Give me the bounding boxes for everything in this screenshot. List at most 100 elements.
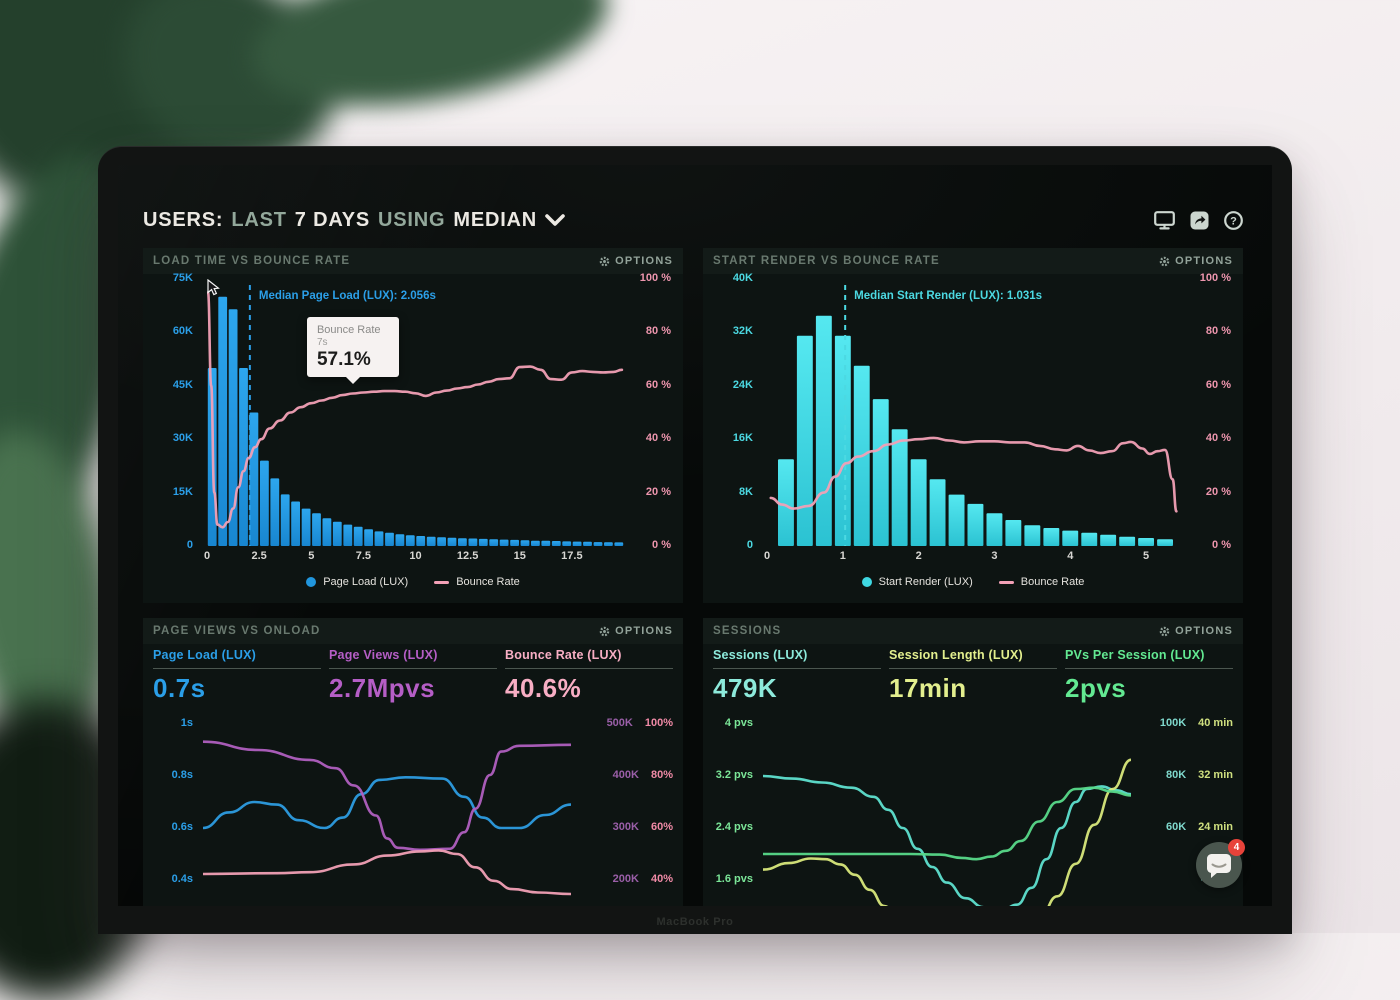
histogram-bar	[872, 399, 889, 546]
options-label: OPTIONS	[615, 625, 673, 637]
header-icons: ?	[1154, 210, 1243, 230]
histogram-bar	[520, 540, 530, 546]
metric-underline	[329, 668, 497, 669]
axis-tick-label: 32 min	[1198, 769, 1233, 781]
bar-line-chart-svg: Median Start Render (LUX): 1.031s	[769, 285, 1178, 546]
title-part: 7 DAYS	[294, 208, 371, 231]
histogram-bar	[478, 538, 488, 546]
line-chart-svg	[203, 740, 571, 896]
axis-tick-label: 1	[839, 550, 846, 562]
metric-value: 2pvs	[1065, 673, 1127, 703]
axis-tick-label: 10	[409, 550, 422, 562]
legend: Start Render (LUX) Bounce Rate	[703, 576, 1243, 588]
metric-label: Page Load (LUX)	[153, 648, 257, 662]
chat-launcher-button[interactable]: 4	[1196, 839, 1245, 888]
axis-tick-label: 40 %	[645, 432, 671, 445]
histogram-bar	[910, 459, 927, 546]
monitor-icon[interactable]	[1154, 210, 1175, 230]
histogram-bar	[260, 460, 269, 546]
axis-tick-label: 3.2 pvs	[715, 769, 753, 781]
options-label: OPTIONS	[1175, 625, 1233, 637]
metric-value: 17min	[889, 673, 967, 703]
svg-text:?: ?	[1230, 215, 1237, 227]
axis-tick-row: 80K 32 min	[1166, 769, 1233, 781]
bounce-rate-line	[769, 436, 1178, 513]
legend-item[interactable]: Start Render (LUX)	[861, 576, 973, 588]
options-button[interactable]: OPTIONS	[1159, 255, 1233, 267]
histogram-bar	[891, 429, 908, 546]
histogram-bar	[385, 532, 394, 546]
gear-icon	[599, 256, 610, 266]
panel-title: LOAD TIME VS BOUNCE RATE	[153, 255, 351, 267]
options-button[interactable]: OPTIONS	[1159, 625, 1233, 637]
axis-tick-label: 2.4 pvs	[715, 821, 753, 833]
x-axis: 0 2.5 5 7.5 10 12.5 15 17.5	[203, 550, 624, 564]
axis-tick-label: 4 pvs	[724, 717, 753, 729]
options-button[interactable]: OPTIONS	[599, 625, 673, 637]
y-axis-left: 4 pvs 3.2 pvs 2.4 pvs 1.6 pvs	[703, 710, 759, 906]
histogram-bar	[593, 542, 603, 546]
metric-value: 40.6%	[505, 673, 582, 703]
legend-item[interactable]: Bounce Rate	[434, 576, 520, 588]
gear-icon	[1159, 626, 1170, 636]
histogram-bar	[405, 535, 415, 546]
histogram-bar	[531, 540, 540, 546]
axis-tick-label: 0	[203, 550, 211, 562]
axis-tick-label: 45K	[172, 378, 193, 391]
bar-line-chart-svg: Median Page Load (LUX): 2.056s	[207, 285, 624, 546]
panel-header: LOAD TIME VS BOUNCE RATE OPTIONS	[143, 248, 683, 274]
options-label: OPTIONS	[1175, 255, 1233, 267]
metric-underline	[1065, 668, 1233, 669]
metric-underline	[153, 668, 321, 669]
axis-tick-label: 15	[513, 550, 526, 562]
tooltip-title: Bounce Rate	[316, 324, 381, 336]
axis-tick-label: 32K	[732, 325, 753, 338]
panel-title: SESSIONS	[713, 625, 782, 637]
histogram-bar	[815, 315, 832, 546]
chart-plot: Median Start Render (LUX): 1.031s	[767, 279, 1184, 546]
median-annotation-label: Median Page Load (LUX): 2.056s	[259, 290, 436, 302]
axis-tick-label: 2.5	[251, 550, 267, 562]
histogram-bar	[1138, 538, 1154, 546]
axis-tick-label: 15K	[172, 485, 193, 498]
y-axis-left: 40K 32K 24K 16K 8K 0	[703, 272, 763, 551]
axis-tick-label: 30K	[172, 432, 193, 445]
axis-tick-label: 24K	[732, 378, 753, 391]
histogram-bar	[332, 521, 342, 546]
legend: Page Load (LUX) Bounce Rate	[143, 576, 683, 588]
histogram-bar	[301, 508, 311, 546]
panel-load-time-vs-bounce-rate: LOAD TIME VS BOUNCE RATE OPTIONS 75K 60K 4…	[143, 248, 683, 603]
histogram-bar	[1024, 525, 1041, 546]
axis-tick-label: 0	[746, 539, 753, 551]
histogram-bar	[1157, 539, 1173, 546]
help-icon[interactable]: ?	[1224, 210, 1243, 230]
histogram-bar	[239, 368, 248, 546]
axis-tick-label: 40 %	[1205, 432, 1231, 445]
axis-tick-label: 100K	[1159, 717, 1187, 729]
metric-underline	[505, 668, 673, 669]
page-title-dropdown[interactable]: USERS: LAST 7 DAYS USING MEDIAN	[143, 209, 565, 232]
laptop-brand: MacBook Pro	[656, 916, 734, 928]
axis-tick-label: 16K	[732, 432, 753, 445]
share-icon[interactable]	[1190, 211, 1209, 230]
axis-tick-label: 0	[763, 550, 771, 562]
axis-tick-label: 80 %	[1205, 325, 1231, 338]
axis-tick-label: 0	[186, 539, 193, 551]
axis-tick-label: 24 min	[1198, 821, 1233, 833]
axis-tick-label: 7.5	[355, 550, 372, 562]
histogram-bar	[395, 534, 405, 546]
legend-label: Bounce Rate	[1020, 576, 1085, 588]
options-button[interactable]: OPTIONS	[599, 255, 673, 267]
tooltip-value: 57.1%	[316, 349, 371, 370]
histogram-bar	[1119, 536, 1136, 546]
axis-tick-label: 1.6 pvs	[715, 873, 753, 885]
legend-item[interactable]: Bounce Rate	[998, 576, 1085, 588]
histogram-bar	[280, 494, 290, 546]
axis-tick-label: 3	[991, 550, 998, 562]
legend-line-marker	[998, 580, 1014, 584]
axis-tick-label: 40K	[732, 272, 753, 284]
metric-label: Session Length (LUX)	[889, 648, 1023, 662]
axis-tick-row: 400K 80%	[613, 769, 673, 781]
legend-item[interactable]: Page Load (LUX)	[306, 576, 408, 588]
x-axis: 0 1 2 3 4 5	[763, 550, 1184, 564]
